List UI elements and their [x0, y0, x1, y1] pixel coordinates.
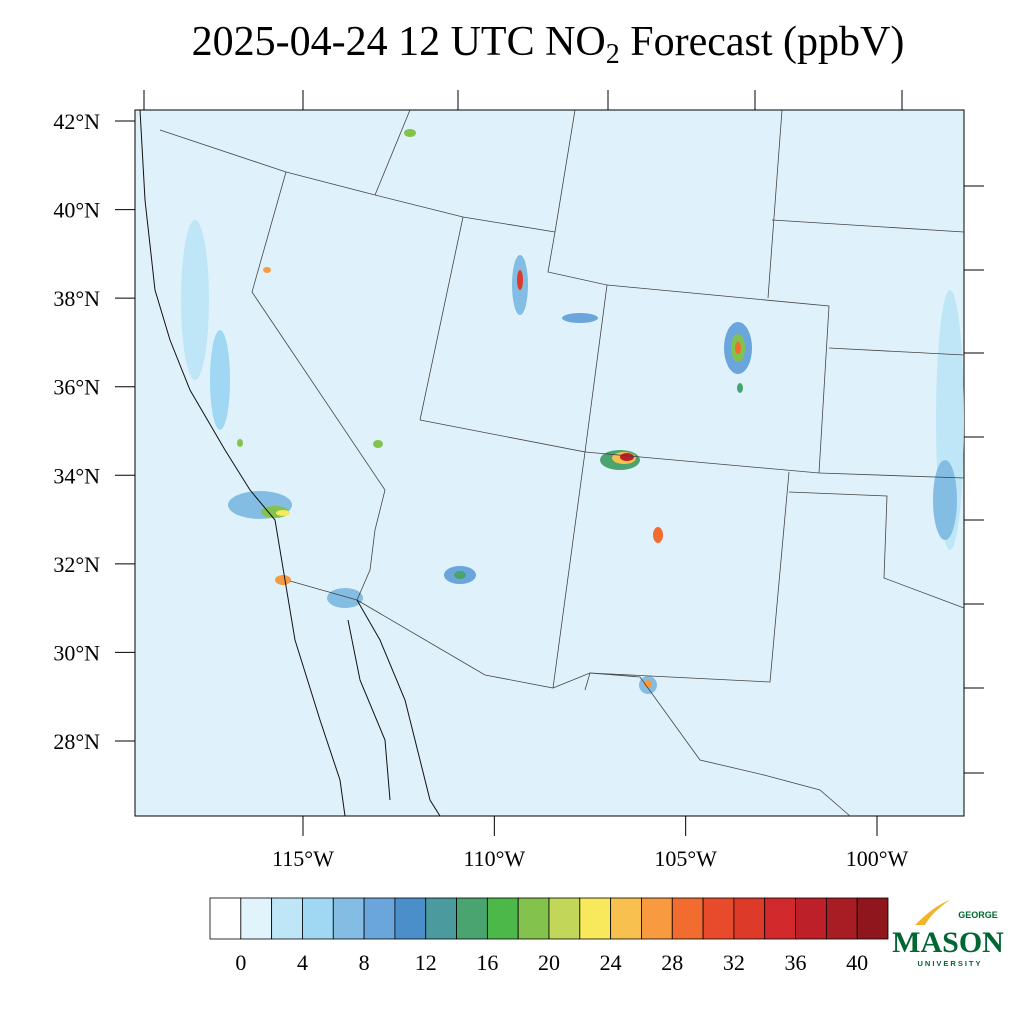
colorbar-label: 0 — [235, 950, 246, 975]
lat-label: 30°N — [53, 640, 100, 665]
lat-label: 32°N — [53, 552, 100, 577]
map-background — [134, 109, 965, 817]
colorbar-box — [733, 897, 766, 940]
lat-label: 42°N — [53, 109, 100, 134]
lon-label: 115°W — [272, 846, 334, 871]
colorbar-label: 4 — [297, 950, 308, 975]
colorbar-label: 8 — [359, 950, 370, 975]
lat-label: 38°N — [53, 286, 100, 311]
title: 2025-04-24 12 UTC NO2 Forecast (ppbV) — [192, 19, 905, 70]
colorbar-box — [517, 897, 550, 940]
colorbar-box — [548, 897, 581, 940]
colorbar-box — [302, 897, 334, 940]
colorbar-box — [671, 897, 704, 940]
lon-label: 110°W — [463, 846, 525, 871]
logo-main: MASON — [892, 926, 1004, 959]
colorbar-label: 40 — [846, 950, 868, 975]
colorbar-box — [764, 897, 796, 940]
logo-bottom: UNIVERSITY — [917, 959, 982, 968]
colorbar-box — [856, 897, 889, 940]
colorbar-box — [641, 897, 673, 940]
colorbar-box — [425, 897, 457, 940]
colorbar-box — [486, 897, 519, 940]
colorbar-label: 20 — [538, 950, 560, 975]
colorbar-label: 24 — [600, 950, 622, 975]
colorbar-label: 36 — [785, 950, 807, 975]
colorbar-box — [610, 897, 642, 940]
lon-label: 100°W — [846, 846, 909, 871]
colorbar-box — [332, 897, 365, 940]
lat-label: 28°N — [53, 729, 100, 754]
lon-label: 105°W — [654, 846, 717, 871]
colorbar-box — [702, 897, 735, 940]
map — [134, 90, 984, 817]
colorbar-label: 12 — [415, 950, 437, 975]
colorbar-box — [456, 897, 488, 940]
colorbar-box — [394, 897, 427, 940]
colorbar-box — [240, 897, 273, 940]
colorbar-label: 32 — [723, 950, 745, 975]
colorbar-label: 28 — [661, 950, 683, 975]
colorbar-label: 16 — [476, 950, 498, 975]
logo: GEORGE MASON UNIVERSITY — [892, 900, 1004, 968]
colorbar-box — [825, 897, 858, 940]
map-ticks — [143, 90, 984, 774]
lat-label: 40°N — [53, 198, 100, 223]
colorbar-box — [271, 897, 303, 940]
lat-label: 34°N — [53, 463, 100, 488]
logo-top: GEORGE — [958, 910, 998, 920]
colorbar-box — [209, 897, 242, 940]
coastline — [139, 109, 441, 817]
concentration-plumes — [181, 129, 964, 694]
lat-label: 36°N — [53, 375, 100, 400]
colorbar-box — [579, 897, 612, 940]
colorbar-box — [363, 897, 396, 940]
boundaries — [159, 109, 965, 817]
colorbar-box — [795, 897, 827, 940]
